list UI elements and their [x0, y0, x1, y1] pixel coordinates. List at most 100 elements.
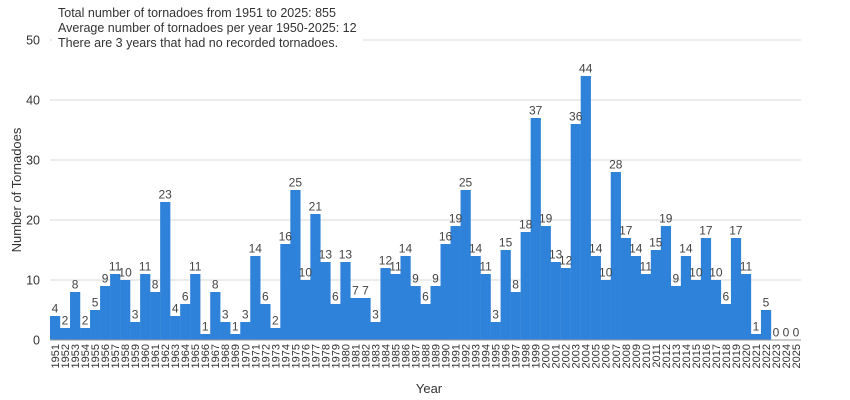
bar [230, 334, 241, 340]
data-label: 14 [679, 242, 693, 256]
x-tick-label: 2021 [751, 344, 763, 368]
x-tick-label: 1990 [441, 344, 453, 368]
x-tick-label: 2000 [541, 344, 553, 368]
y-tick-label: 40 [26, 94, 40, 108]
data-label: 5 [92, 296, 99, 310]
bar [660, 226, 672, 340]
bar [220, 322, 231, 340]
x-tick-label: 1954 [80, 344, 92, 368]
data-label: 3 [132, 308, 139, 322]
x-tick-label: 1999 [531, 344, 543, 368]
bar [680, 256, 692, 340]
x-tick-label: 2019 [731, 344, 743, 368]
x-tick-label: 1955 [90, 344, 102, 368]
data-label: 11 [189, 260, 202, 274]
data-label: 11 [479, 260, 492, 274]
bar [490, 322, 501, 340]
annotation-average: Average number of tornadoes per year 195… [58, 21, 357, 35]
data-label: 17 [619, 224, 633, 238]
bar [110, 274, 121, 340]
x-tick-label: 1957 [110, 344, 122, 368]
data-label: 15 [649, 236, 663, 250]
x-tick-label: 1959 [130, 344, 142, 368]
bar [390, 274, 401, 340]
bar [300, 280, 311, 340]
data-label: 19 [449, 212, 463, 226]
x-tick-label: 1975 [290, 344, 302, 368]
data-label: 3 [222, 308, 229, 322]
x-tick-label: 1996 [501, 344, 513, 368]
data-label: 16 [439, 230, 453, 244]
x-tick-label: 1989 [431, 344, 443, 368]
bar [500, 250, 511, 340]
x-tick-label: 2003 [571, 344, 583, 368]
bar [580, 76, 591, 340]
data-label: 7 [352, 284, 359, 298]
data-label: 14 [629, 242, 643, 256]
bar [180, 304, 191, 340]
data-label: 18 [519, 218, 533, 232]
x-tick-label: 1987 [410, 344, 422, 368]
data-label: 10 [689, 266, 703, 280]
x-tick-label: 1985 [390, 344, 402, 368]
data-label: 17 [699, 224, 713, 238]
x-tick-label: 1974 [280, 344, 292, 368]
x-tick-label: 1961 [150, 344, 162, 368]
x-tick-label: 1980 [340, 344, 352, 368]
x-tick-label: 1966 [200, 344, 212, 368]
data-label: 16 [279, 230, 293, 244]
bar [430, 286, 441, 340]
data-label: 2 [82, 314, 89, 328]
data-label: 1 [202, 320, 209, 334]
bar [710, 280, 722, 340]
x-tick-label: 1972 [260, 344, 272, 368]
x-tick-label: 1976 [300, 344, 312, 368]
bar [440, 244, 451, 340]
bar [260, 304, 271, 340]
x-tick-label: 2001 [551, 344, 563, 368]
bar [480, 274, 491, 340]
x-tick-label: 1998 [521, 344, 533, 368]
data-label: 6 [262, 290, 269, 304]
x-tick-label: 2018 [721, 344, 733, 368]
data-label: 9 [102, 272, 109, 286]
x-tick-label: 1953 [70, 344, 82, 368]
bar [600, 280, 611, 340]
data-label: 12 [379, 254, 393, 268]
data-label: 10 [299, 266, 313, 280]
x-tick-label: 2012 [661, 344, 673, 368]
bar [210, 292, 221, 340]
data-label: 3 [372, 308, 379, 322]
y-tick-label: 20 [26, 214, 40, 228]
bar [140, 274, 151, 340]
x-tick-label: 1992 [461, 344, 473, 368]
data-label: 11 [740, 260, 753, 274]
data-label: 11 [109, 260, 122, 274]
x-tick-label: 2010 [641, 344, 653, 368]
data-label: 19 [539, 212, 553, 226]
y-tick-label: 10 [26, 274, 40, 288]
x-axis-title: Year [416, 381, 443, 396]
bar [550, 262, 561, 340]
annotation-total: Total number of tornadoes from 1951 to 2… [58, 6, 336, 20]
x-tick-label: 2015 [691, 344, 703, 368]
x-tick-label: 2009 [631, 344, 643, 368]
data-label: 2 [62, 314, 69, 328]
data-label: 25 [459, 176, 473, 190]
data-label: 12 [559, 254, 573, 268]
bar [530, 118, 541, 340]
x-tick-label: 2008 [621, 344, 633, 368]
data-label: 4 [172, 302, 179, 316]
bar [400, 256, 411, 340]
bar [60, 328, 71, 340]
x-tick-label: 1982 [360, 344, 372, 368]
x-tick-label: 1962 [160, 344, 172, 368]
data-label: 14 [399, 242, 413, 256]
bar [150, 292, 161, 340]
bar [570, 124, 581, 340]
x-tick-label: 1993 [471, 344, 483, 368]
x-tick-label: 2002 [561, 344, 573, 368]
bar [240, 322, 251, 340]
data-label: 2 [272, 314, 279, 328]
